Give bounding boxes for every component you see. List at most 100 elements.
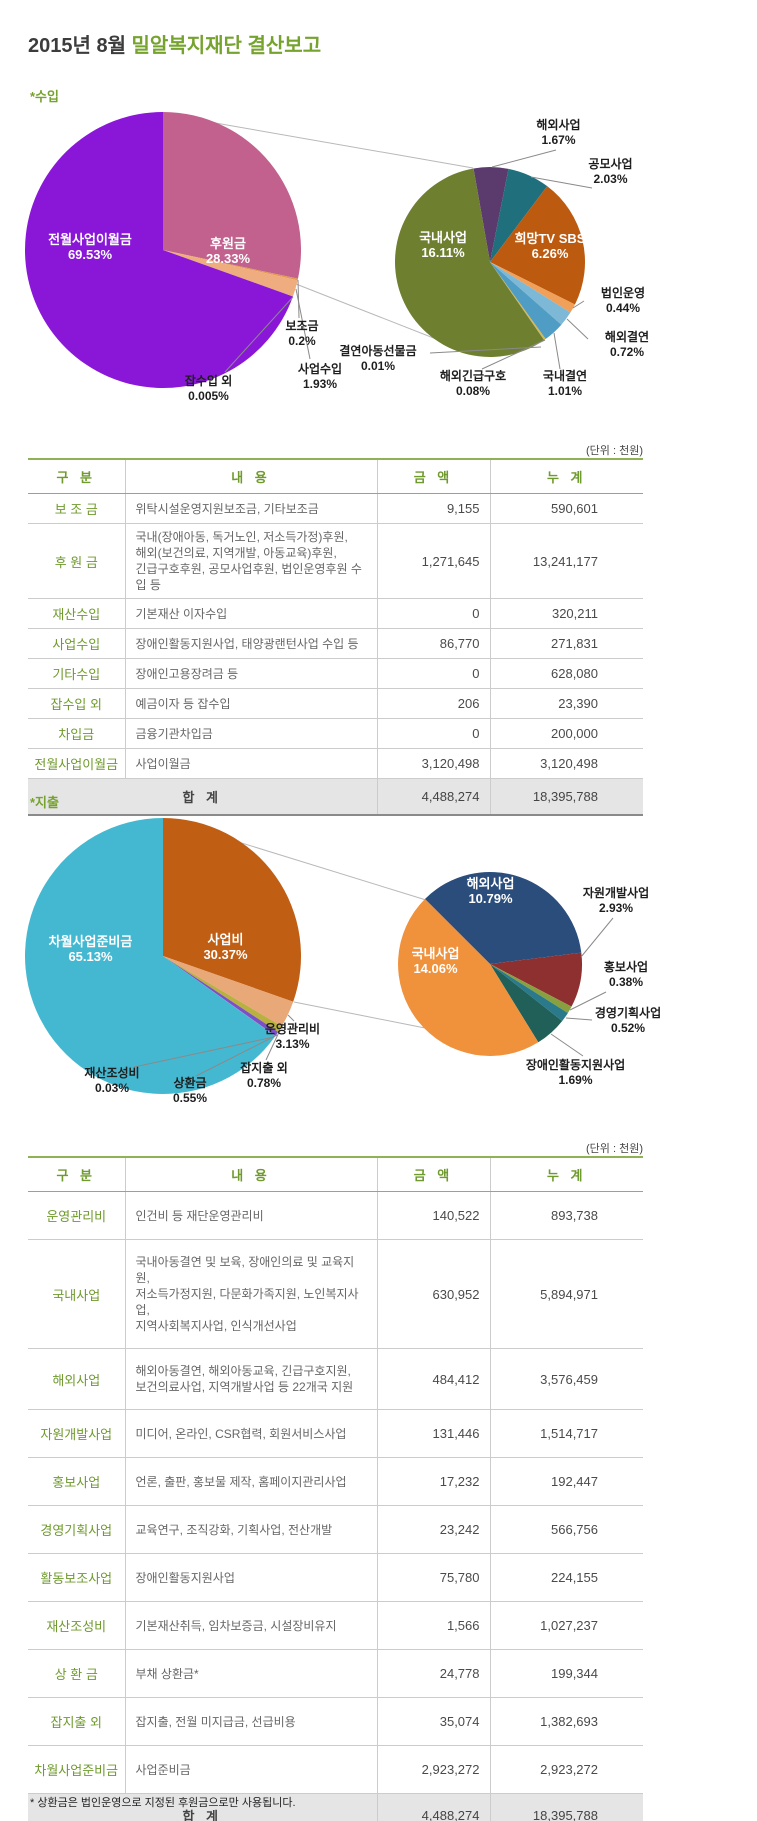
- cell-total: 1,382,693: [489, 1697, 643, 1746]
- col-header-description: 내 용: [124, 458, 377, 494]
- cell-total: 2,923,272: [489, 1745, 643, 1794]
- cell-amount: 1,566: [376, 1601, 490, 1650]
- table-row: 차입금 금융기관차입금 0 200,000: [28, 718, 643, 749]
- pie-label-name: 해외결연: [604, 330, 650, 344]
- table-row: 홍보사업 언론, 출판, 홍보물 제작, 홈페이지관리사업 17,232 192,44…: [28, 1457, 643, 1506]
- table-row: 상 환 금 부채 상환금* 24,778 199,344: [28, 1649, 643, 1698]
- pie-label-name: 결연아동선물금: [339, 344, 417, 358]
- cell-amount: 0: [376, 718, 490, 749]
- cell-category: 홍보사업: [28, 1457, 125, 1506]
- pie-label-overseas-project: 해외사업 10.79%: [448, 876, 533, 906]
- pie-slice: [163, 250, 293, 297]
- cell-amount: 484,412: [376, 1348, 490, 1410]
- cell-description: 장애인고용장려금 등: [124, 658, 377, 689]
- cell-description: 잡지출, 전월 미지급금, 선급비용: [124, 1697, 377, 1746]
- pie-label-name: 해외긴급구호: [439, 369, 507, 383]
- cell-description: 국내아동결연 및 보육, 장애인의료 및 교육지원, 저소득가정지원, 다문화가…: [124, 1239, 377, 1349]
- callout-line-business-income: [295, 288, 311, 360]
- pie-label-pct: 1.69%: [558, 1073, 593, 1087]
- pie-slice: [424, 872, 582, 964]
- pie-label-resource-development: 자원개발사업 2.93%: [566, 886, 666, 916]
- cell-category: 상 환 금: [28, 1649, 125, 1698]
- table-row: 사업수입 장애인활동지원사업, 태양광랜턴사업 수입 등 86,770 271,831: [28, 628, 643, 659]
- table-row: 국내사업 국내아동결연 및 보육, 장애인의료 및 교육지원, 저소득가정지원, …: [28, 1239, 643, 1349]
- cell-sum-label: 합 계: [28, 778, 377, 816]
- pie-slice: [163, 956, 282, 1033]
- pie-slice: [163, 112, 302, 279]
- pie-label-name: 차월사업준비금: [48, 934, 133, 949]
- pie-label-misc-expense: 잡지출 외 0.78%: [224, 1061, 304, 1091]
- pie-label-name: 사업수입: [297, 362, 343, 376]
- cell-category: 국내사업: [28, 1239, 125, 1349]
- cell-total: 320,211: [489, 598, 643, 629]
- page-title: 2015년 8월 밀알복지재단 결산보고: [28, 29, 321, 58]
- pie-label-pct: 16.11%: [421, 245, 465, 260]
- cell-description: 장애인활동지원사업, 태양광랜턴사업 수입 등: [124, 628, 377, 659]
- title-main: 밀알복지재단 결산보고: [131, 35, 322, 58]
- cell-total: 1,514,717: [489, 1409, 643, 1458]
- pie-label-pct: 0.78%: [246, 1076, 282, 1090]
- pie-slice: [163, 956, 294, 1027]
- cell-amount: 17,232: [376, 1457, 490, 1506]
- pie-label-misc-income: 잡수입 외 0.005%: [166, 374, 251, 404]
- pie-label-pct: 69.53%: [67, 247, 113, 262]
- callout-line-repayment: [195, 1034, 278, 1077]
- pie-label-pct: 30.37%: [203, 947, 248, 962]
- pie-label-corporate-operation: 법인운영 0.44%: [582, 286, 664, 316]
- pie-label-carryover: 전월사업이월금 69.53%: [24, 232, 156, 262]
- cell-category: 해외사업: [28, 1348, 125, 1410]
- pie-slice: [473, 166, 509, 262]
- pie-slice: [163, 250, 298, 297]
- expense-section-label: *지출: [30, 795, 59, 810]
- pie-label-name: 법인운영: [600, 286, 646, 300]
- pie-slice: [490, 964, 568, 1022]
- cell-amount: 1,271,645: [376, 523, 490, 599]
- cell-category: 경영기획사업: [28, 1505, 125, 1554]
- pie-slice: [398, 898, 539, 1056]
- table-sum-row: 합 계 4,488,274 18,395,788: [28, 778, 643, 816]
- cell-category: 전월사업이월금: [28, 748, 125, 779]
- callout-line-overseas-sponsorship: [566, 318, 589, 340]
- income-table: 구 분 내 용 금 액 누 계 보 조 금 위탁시설운영지원보조금, 기타보조금 9…: [28, 458, 643, 816]
- pie-label-domestic-project: 국내사업 14.06%: [393, 946, 478, 976]
- pie-label-pct: 10.79%: [468, 891, 513, 906]
- table-row: 재산수입 기본재산 이자수입 0 320,211: [28, 598, 643, 629]
- callout-line-pr: [569, 991, 607, 1011]
- cell-sum-amount: 4,488,274: [376, 1793, 490, 1821]
- table-header-row: 구 분 내 용 금 액 누 계: [28, 1156, 643, 1192]
- cell-description: 예금이자 등 잡수입: [124, 688, 377, 719]
- pie-label-pct: 0.72%: [609, 345, 645, 359]
- table-row: 후 원 금 국내(장애아동, 독거노인, 저소득가정)후원, 해외(보건의료, 지…: [28, 523, 643, 599]
- cell-amount: 75,780: [376, 1553, 490, 1602]
- pie-label-overseas-sponsorship: 해외결연 0.72%: [586, 330, 668, 360]
- callout-line-disability-activity: [550, 1033, 584, 1057]
- cell-description: 국내(장애아동, 독거노인, 저소득가정)후원, 해외(보건의료, 지역개발, …: [124, 523, 377, 599]
- connector-line: [293, 1001, 426, 1029]
- pie-slice: [25, 818, 276, 1094]
- pie-label-domestic-business: 국내사업 16.11%: [402, 230, 484, 260]
- pie-label-pct: 1.01%: [547, 384, 583, 398]
- pie-label-pct: 0.52%: [610, 1021, 646, 1035]
- pie-label-pct: 2.93%: [598, 901, 634, 915]
- pie-label-name: 전월사업이월금: [48, 232, 132, 247]
- cell-category: 재산조성비: [28, 1601, 125, 1650]
- table-sum-row: 합 계 4,488,274 18,395,788: [28, 1793, 643, 1821]
- pie-slice: [490, 964, 563, 1043]
- cell-category: 차입금: [28, 718, 125, 749]
- cell-description: 금융기관차입금: [124, 718, 377, 749]
- expense-table: 구 분 내 용 금 액 누 계 운영관리비 인건비 등 재단운영관리비 140,52…: [28, 1156, 643, 1821]
- pie-label-name: 해외사업: [466, 876, 515, 891]
- pie-slice: [490, 262, 546, 340]
- cell-category: 재산수입: [28, 598, 125, 629]
- table-row: 차월사업준비금 사업준비금 2,923,272 2,923,272: [28, 1745, 643, 1794]
- pie-label-pct: 1.67%: [541, 133, 576, 147]
- pie-label-pct: 0.55%: [172, 1091, 208, 1105]
- cell-description: 인건비 등 재단운영관리비: [124, 1191, 377, 1240]
- pie-slice: [24, 112, 293, 388]
- cell-sum-total: 18,395,788: [489, 778, 643, 816]
- pie-label-name: 보조금: [285, 319, 319, 333]
- cell-total: 271,831: [489, 628, 643, 659]
- cell-description: 장애인활동지원사업: [124, 1553, 377, 1602]
- cell-total: 13,241,177: [489, 523, 643, 599]
- cell-total: 5,894,971: [489, 1239, 643, 1349]
